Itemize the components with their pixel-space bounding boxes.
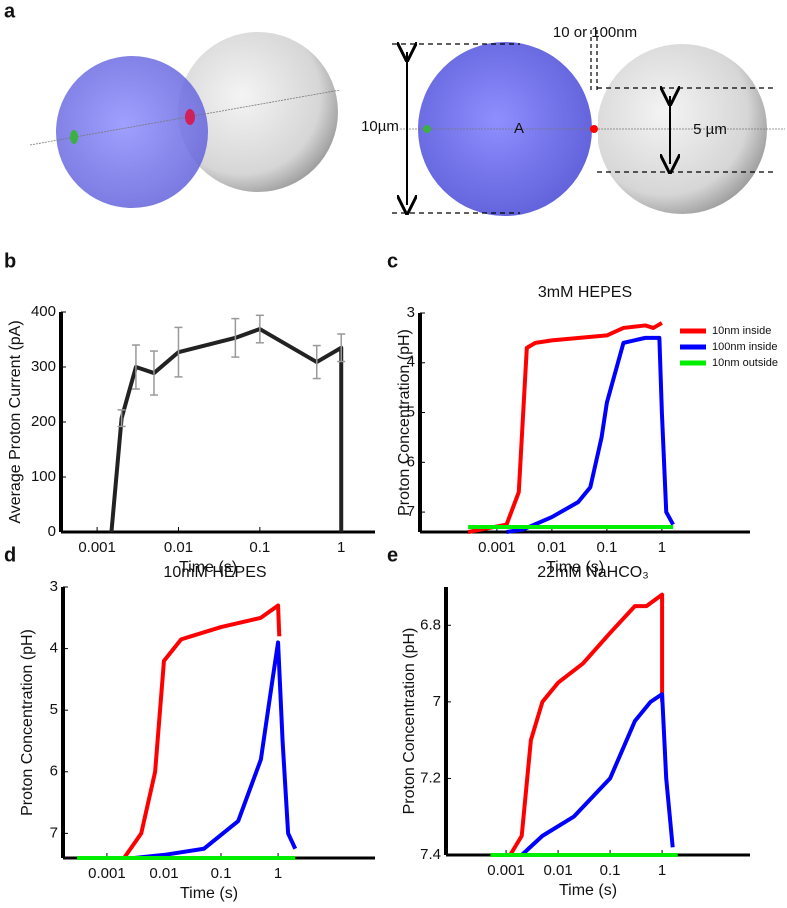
y-tick-label: 7 — [50, 824, 58, 841]
x-tick-label: 0.01 — [537, 539, 566, 556]
diagram-label: 10µm — [361, 118, 399, 135]
x-tick-label: 0.1 — [600, 862, 621, 879]
y-axis-label: Average Proton Current (pA) — [7, 320, 24, 523]
y-tick-label: 3 — [407, 304, 415, 321]
legend-label: 10nm outside — [712, 357, 778, 369]
x-tick-label: 1 — [658, 539, 666, 556]
diagram: 10 or 100nm 10µm A 5 µm — [29, 24, 785, 216]
x-axis-label: Time (s) — [180, 885, 238, 902]
legend-label: 100nm inside — [712, 341, 777, 353]
x-tick-label: 0.001 — [478, 539, 516, 556]
y-tick-label: 200 — [31, 413, 56, 430]
y-axis-label: Proton Concentration (pH) — [396, 329, 413, 516]
y-tick-label: 400 — [31, 303, 56, 320]
dot — [70, 130, 78, 144]
y-tick-label: 6 — [407, 453, 415, 470]
y-tick-label: 6.8 — [420, 616, 441, 633]
x-tick-label: 1 — [274, 865, 282, 882]
legend-label: 10nm inside — [712, 325, 771, 337]
data-line — [508, 592, 665, 857]
y-tick-label: 7.2 — [420, 769, 441, 786]
x-tick-label: 0.001 — [487, 862, 525, 879]
diagram-label: 10 or 100nm — [553, 24, 637, 41]
x-axis-label: Time (s) — [546, 559, 604, 576]
chart-title: 10mM HEPES — [163, 564, 266, 581]
x-tick-label: 1 — [337, 539, 345, 556]
y-tick-label: 3 — [50, 578, 58, 595]
dot — [185, 109, 195, 125]
panel-label: e — [387, 544, 398, 566]
x-tick-label: 1 — [658, 862, 666, 879]
data-line — [109, 327, 344, 533]
y-axis-label: Proton Concentration (pH) — [401, 628, 418, 815]
chart-title: 3mM HEPES — [538, 284, 632, 301]
panel-label: d — [4, 544, 16, 566]
y-tick-label: 300 — [31, 358, 56, 375]
y-tick-label: 100 — [31, 468, 56, 485]
chart-title: 22mM NaHCO₃ — [537, 564, 648, 581]
data-line — [506, 335, 675, 534]
x-tick-label: 0.1 — [211, 865, 232, 882]
data-line — [520, 692, 675, 857]
y-tick-label: 4 — [50, 640, 58, 657]
sphere — [178, 32, 338, 192]
x-tick-label: 0.001 — [78, 539, 116, 556]
y-axis-label: Proton Concentration (pH) — [19, 629, 36, 816]
panel-label: a — [4, 0, 16, 22]
y-tick-label: 5 — [50, 701, 58, 718]
y-tick-label: 7 — [433, 693, 441, 710]
y-tick-label: 7.4 — [420, 846, 441, 863]
data-line — [122, 603, 282, 860]
x-tick-label: 0.01 — [164, 539, 193, 556]
diagram-label: A — [514, 120, 524, 137]
y-tick-label: 7 — [407, 503, 415, 520]
x-tick-label: 0.01 — [543, 862, 572, 879]
diagram-label: 5 µm — [693, 121, 727, 138]
sphere — [56, 56, 208, 208]
x-tick-label: 0.01 — [149, 865, 178, 882]
dot — [423, 125, 431, 133]
dot — [590, 125, 598, 133]
y-tick-label: 6 — [50, 763, 58, 780]
y-tick-label: 0 — [48, 523, 56, 540]
x-tick-label: 0.1 — [249, 539, 270, 556]
x-tick-label: 0.1 — [596, 539, 617, 556]
dimensions — [392, 30, 775, 213]
panel-label: b — [4, 250, 16, 272]
axis-line — [29, 89, 341, 146]
x-axis-label: Time (s) — [179, 559, 237, 576]
x-tick-label: 0.001 — [88, 865, 126, 882]
data-line — [467, 321, 663, 534]
data-line — [133, 640, 298, 860]
panel-label: c — [387, 250, 398, 272]
y-tick-label: 5 — [407, 404, 415, 421]
x-axis-label: Time (s) — [559, 882, 617, 899]
y-tick-label: 4 — [407, 354, 415, 371]
